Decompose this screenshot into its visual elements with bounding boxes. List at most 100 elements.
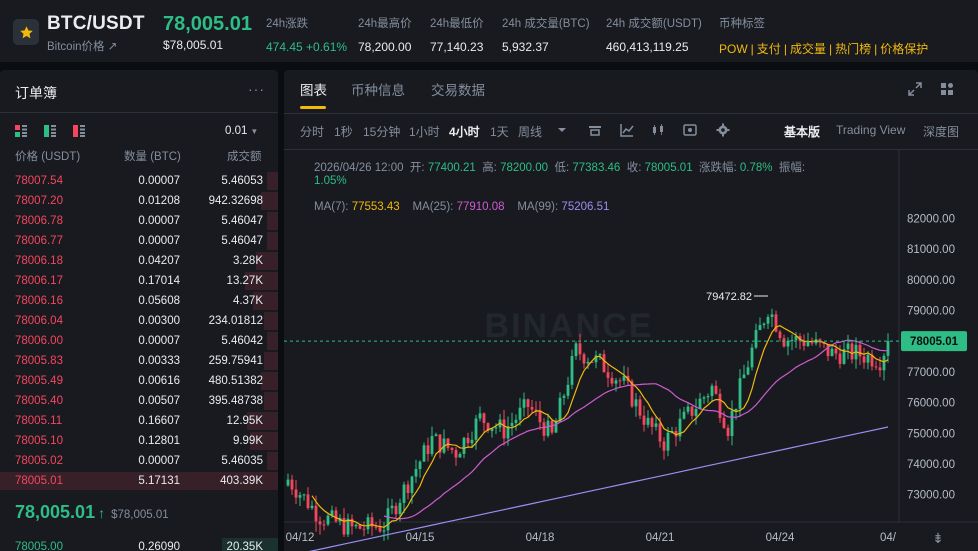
ask-row[interactable]: 78005.83 0.00333 259.75941 <box>0 351 278 371</box>
candle-up <box>518 407 522 420</box>
col-header-qty: 数量 (BTC) <box>124 151 181 163</box>
gear-icon[interactable] <box>716 123 730 137</box>
timeframe-4h[interactable]: 4小时 <box>449 125 480 139</box>
row-qty: 0.12801 <box>138 435 180 447</box>
candle-down <box>774 314 778 332</box>
ask-row[interactable]: 78005.40 0.00507 395.48738 <box>0 391 278 411</box>
candle-down <box>618 380 622 382</box>
candle-up <box>382 530 386 532</box>
tab-trading-data[interactable]: 交易数据 <box>431 83 485 98</box>
candle-down <box>370 517 374 527</box>
orderbook-view-toggle <box>15 125 85 137</box>
layout-grid-icon[interactable] <box>940 82 954 96</box>
mid-price-row[interactable]: 78,005.01 ↑ $78,005.01 <box>15 502 169 523</box>
ask-row[interactable]: 78005.10 0.12801 9.99K <box>0 431 278 451</box>
stat-tags: 币种标签 POW | 支付 | 成交量 | 热门榜 | 价格保护 <box>719 15 928 57</box>
candle-up <box>710 385 714 396</box>
y-tick-label: 76000.00 <box>907 398 955 410</box>
ask-row[interactable]: 78006.78 0.00007 5.46047 <box>0 211 278 231</box>
row-qty: 0.05608 <box>138 295 180 307</box>
row-price: 78006.16 <box>15 295 63 307</box>
candle-down <box>638 399 642 416</box>
ask-row[interactable]: 78006.16 0.05608 4.37K <box>0 291 278 311</box>
row-qty: 0.04207 <box>138 255 180 267</box>
timeframe-1s[interactable]: 1秒 <box>334 125 353 139</box>
tag-volume[interactable]: 成交量 <box>789 42 826 56</box>
view-asks-icon[interactable] <box>73 125 85 137</box>
candle-up <box>494 427 498 429</box>
view-tradingview[interactable]: Trading View <box>836 123 906 137</box>
candlestick-chart[interactable]: 82000.0081000.0080000.0079000.0078000.00… <box>284 150 978 551</box>
depth-bar <box>261 192 278 210</box>
row-total: 4.37K <box>232 295 263 307</box>
indicator-settings-icon[interactable] <box>588 123 602 137</box>
timeframe-time[interactable]: 分时 <box>300 125 325 139</box>
stat-label: 24h最低价 <box>430 18 484 30</box>
ask-row[interactable]: 78007.54 0.00007 5.46053 <box>0 171 278 191</box>
candle-down <box>466 437 470 444</box>
candle-down <box>318 521 322 525</box>
timeframe-week[interactable]: 周线 <box>518 125 543 139</box>
row-total: 3.28K <box>232 255 263 267</box>
caret-down-icon[interactable] <box>557 126 567 134</box>
timeframe-15m[interactable]: 15分钟 <box>363 125 401 139</box>
stat-24h-low: 24h最低价 77,140.23 <box>430 15 484 54</box>
tag-price-protection[interactable]: 价格保护 <box>880 42 929 56</box>
row-total: 9.99K <box>232 435 263 447</box>
row-price: 78006.77 <box>15 235 63 247</box>
ask-row[interactable]: 78007.20 0.01208 942.32698 <box>0 191 278 211</box>
axis-settings-icon[interactable]: ⇟ <box>932 531 944 547</box>
indicator-icon[interactable] <box>683 123 697 137</box>
timeframe-1h[interactable]: 1小时 <box>409 125 440 139</box>
tab-chart[interactable]: 图表 <box>300 83 327 98</box>
expand-icon[interactable] <box>908 82 922 96</box>
tag-hot[interactable]: 热门榜 <box>835 42 872 56</box>
change-label: 涨跌幅: <box>698 162 737 174</box>
depth-bar <box>253 292 278 310</box>
tag-payment[interactable]: 支付 <box>756 42 781 56</box>
timeframe-1d[interactable]: 1天 <box>490 125 509 139</box>
ask-row[interactable]: 78006.18 0.04207 3.28K <box>0 251 278 271</box>
row-total: 5.46042 <box>221 335 263 347</box>
candle-up <box>326 515 330 525</box>
candle-up <box>558 397 562 422</box>
candle-up <box>506 426 510 439</box>
x-tick-label: 04/15 <box>406 532 435 544</box>
candle-down <box>350 518 354 527</box>
favorite-button[interactable] <box>13 19 39 45</box>
candle-type-icon[interactable] <box>651 123 665 137</box>
candle-up <box>614 380 618 384</box>
ask-list: 78007.54 0.00007 5.46053 78007.20 0.01208 942… <box>0 171 278 491</box>
ask-row[interactable]: 78006.17 0.17014 13.27K <box>0 271 278 291</box>
ask-row[interactable]: 78005.02 0.00007 5.46035 <box>0 451 278 471</box>
more-options-icon[interactable]: ··· <box>248 81 265 97</box>
candle-up <box>510 422 514 427</box>
ask-row[interactable]: 78005.11 0.16607 12.95K <box>0 411 278 431</box>
tab-coin-info[interactable]: 币种信息 <box>351 83 405 98</box>
draw-line-icon[interactable] <box>620 123 634 137</box>
ask-row[interactable]: 78005.01 5.17131 403.39K <box>0 471 278 491</box>
candle-down <box>838 353 842 364</box>
candle-down <box>542 422 546 436</box>
precision-select[interactable]: 0.01 ▼ <box>225 125 258 137</box>
ask-row[interactable]: 78005.49 0.00616 480.51382 <box>0 371 278 391</box>
candle-up <box>594 355 598 363</box>
last-price: 78,005.01 <box>163 13 252 35</box>
depth-bar <box>264 312 278 330</box>
view-basic[interactable]: 基本版 <box>784 125 821 139</box>
candle-up <box>566 384 570 396</box>
ask-row[interactable]: 78006.00 0.00007 5.46042 <box>0 331 278 351</box>
candle-up <box>886 341 890 356</box>
row-qty: 0.00007 <box>138 235 180 247</box>
bid-row[interactable]: 78005.00 0.26090 20.35K <box>0 537 278 551</box>
view-depth[interactable]: 深度图 <box>923 125 960 139</box>
tag-pow[interactable]: POW <box>719 42 748 56</box>
stat-24h-high: 24h最高价 78,200.00 <box>358 15 412 54</box>
pair-price-link[interactable]: Bitcoin价格 ↗ <box>47 41 118 53</box>
candle-up <box>458 453 462 458</box>
ask-row[interactable]: 78006.04 0.00300 234.01812 <box>0 311 278 331</box>
ask-row[interactable]: 78006.77 0.00007 5.46047 <box>0 231 278 251</box>
y-tick-label: 80000.00 <box>907 275 955 287</box>
view-bids-icon[interactable] <box>44 125 56 137</box>
view-both-icon[interactable] <box>15 125 27 137</box>
